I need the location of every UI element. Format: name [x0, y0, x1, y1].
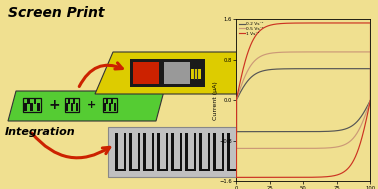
Bar [152, 133, 154, 171]
Bar [166, 133, 168, 171]
Bar [222, 133, 224, 171]
Bar [106, 98, 108, 104]
Bar [129, 169, 140, 171]
Bar [124, 133, 126, 171]
Bar [71, 103, 73, 111]
Bar [27, 98, 30, 104]
Bar [73, 98, 75, 104]
Text: ~100 V: ~100 V [282, 162, 355, 180]
Text: +: + [48, 98, 60, 112]
Bar [194, 133, 196, 171]
Bar [30, 103, 33, 111]
Y-axis label: Current (μA): Current (μA) [213, 81, 218, 120]
Bar [199, 133, 201, 171]
Bar [34, 98, 36, 104]
Bar [199, 169, 210, 171]
Bar [114, 103, 116, 111]
Bar [111, 98, 113, 104]
Bar [157, 169, 168, 171]
Polygon shape [95, 52, 258, 94]
Bar [143, 133, 146, 171]
Bar [103, 98, 117, 112]
Text: Screen Print: Screen Print [8, 6, 104, 20]
Bar [227, 169, 238, 171]
Legend: 0.2 Vs⁻¹, 0.5 Vs⁻¹, 1 Vs⁻¹: 0.2 Vs⁻¹, 0.5 Vs⁻¹, 1 Vs⁻¹ [239, 21, 264, 36]
Bar [180, 133, 182, 171]
Bar [37, 103, 40, 111]
Bar [171, 169, 182, 171]
Bar [115, 133, 118, 171]
Polygon shape [8, 91, 164, 121]
Bar [157, 133, 160, 171]
Bar [191, 69, 201, 79]
Bar [24, 103, 27, 111]
Bar [23, 98, 41, 112]
Bar [138, 133, 140, 171]
Bar [143, 169, 154, 171]
Bar [130, 59, 205, 87]
Bar [68, 98, 70, 104]
Bar [185, 133, 187, 171]
Text: Integration: Integration [5, 127, 76, 137]
Bar [104, 103, 106, 111]
Bar [66, 103, 68, 111]
Bar [235, 133, 238, 171]
Bar [171, 133, 174, 171]
Bar [213, 169, 224, 171]
Bar [109, 103, 111, 111]
Bar [129, 133, 132, 171]
Bar [208, 133, 210, 171]
Bar [108, 127, 256, 177]
Bar [115, 169, 126, 171]
Bar [164, 62, 190, 84]
Bar [133, 62, 159, 84]
Bar [227, 133, 229, 171]
Bar [76, 103, 77, 111]
Text: +: + [87, 100, 97, 110]
Bar [185, 169, 196, 171]
Bar [65, 98, 79, 112]
Bar [213, 133, 215, 171]
